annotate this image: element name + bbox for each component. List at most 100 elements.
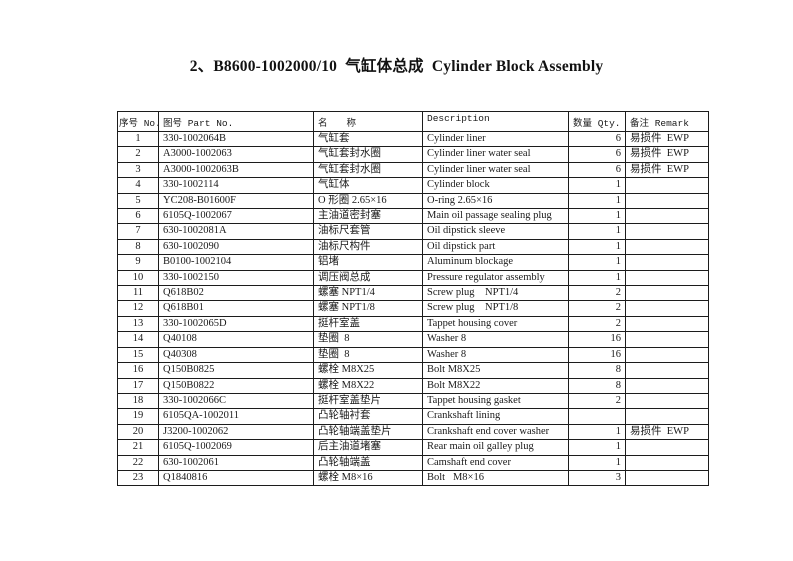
cell-qty: 2	[568, 315, 626, 333]
table-row: 8 630-1002090 油标尺构件 Oil dipstick part 1	[117, 238, 709, 256]
cell-remark: 易损件 EWP	[625, 423, 709, 441]
table-row: 23 Q1840816 螺栓 M8×16 Bolt M8×16 3	[117, 469, 709, 487]
cell-description: Tappet housing gasket	[422, 392, 569, 410]
cell-part-no: A3000-1002063	[158, 146, 314, 163]
cell-no: 19	[117, 408, 159, 425]
header-no: 序号 No.	[117, 111, 159, 132]
table-row: 17 Q150B0822 螺栓 M8X22 Bolt M8X22 8	[117, 377, 709, 394]
table-row: 10 330-1002150 调压阀总成 Pressure regulator ass…	[117, 269, 709, 287]
cell-part-no: Q618B01	[158, 300, 314, 317]
cell-name: 主油道密封塞	[313, 208, 423, 225]
cell-name: 气缸套	[313, 130, 423, 148]
cell-remark	[625, 300, 709, 317]
cell-part-no: YC208-B01600F	[158, 192, 314, 210]
cell-no: 3	[117, 161, 159, 179]
cell-remark	[625, 439, 709, 456]
cell-name: 垫圈 8	[313, 331, 423, 348]
cell-name: 垫圈 8	[313, 346, 423, 364]
cell-no: 6	[117, 208, 159, 225]
table-row: 11 Q618B02 螺塞 NPT1/4 Screw plug NPT1/4 2	[117, 285, 709, 302]
cell-description: Oil dipstick sleeve	[422, 223, 569, 240]
cell-part-no: Q40108	[158, 331, 314, 348]
cell-name: 螺栓 M8X25	[313, 362, 423, 379]
cell-description: Pressure regulator assembly	[422, 269, 569, 287]
cell-qty: 2	[568, 300, 626, 317]
cell-part-no: 330-1002066C	[158, 392, 314, 410]
cell-part-no: Q150B0822	[158, 377, 314, 394]
cell-qty: 16	[568, 346, 626, 364]
cell-qty: 16	[568, 331, 626, 348]
header-qty: 数量 Qty.	[568, 111, 626, 132]
cell-part-no: Q618B02	[158, 285, 314, 302]
cell-remark	[625, 223, 709, 240]
cell-qty: 1	[568, 208, 626, 225]
cell-no: 10	[117, 269, 159, 287]
cell-part-no: B0100-1002104	[158, 254, 314, 271]
cell-part-no: 330-1002150	[158, 269, 314, 287]
cell-remark: 易损件 EWP	[625, 146, 709, 163]
cell-part-no: 330-1002065D	[158, 315, 314, 333]
cell-remark	[625, 285, 709, 302]
cell-name: 气缸体	[313, 177, 423, 194]
page-title: 2、B8600-1002000/10 气缸体总成 Cylinder Block …	[189, 58, 604, 75]
cell-qty: 1	[568, 423, 626, 441]
cell-remark	[625, 208, 709, 225]
table-row: 5 YC208-B01600F O 形圈 2.65×16 O-ring 2.65×16…	[117, 192, 709, 210]
cell-name: 气缸套封水圈	[313, 146, 423, 163]
cell-part-no: 6105Q-1002069	[158, 439, 314, 456]
table-row: 2 A3000-1002063 气缸套封水圈 Cylinder liner water…	[117, 146, 709, 163]
table-row: 12 Q618B01 螺塞 NPT1/8 Screw plug NPT1/8 2	[117, 300, 709, 317]
table-row: 9 B0100-1002104 铝堵 Aluminum blockage 1	[117, 254, 709, 271]
cell-qty: 8	[568, 362, 626, 379]
cell-name: 气缸套封水圈	[313, 161, 423, 179]
cell-remark	[625, 177, 709, 194]
cell-name: 螺塞 NPT1/4	[313, 285, 423, 302]
cell-remark	[625, 269, 709, 287]
cell-no: 7	[117, 223, 159, 240]
cell-remark	[625, 454, 709, 471]
cell-no: 15	[117, 346, 159, 364]
cell-qty: 6	[568, 146, 626, 163]
cell-description: Aluminum blockage	[422, 254, 569, 271]
cell-description: Bolt M8×16	[422, 469, 569, 487]
cell-name: 油标尺套管	[313, 223, 423, 240]
cell-remark	[625, 377, 709, 394]
cell-part-no: 6105Q-1002067	[158, 208, 314, 225]
cell-no: 16	[117, 362, 159, 379]
cell-qty: 1	[568, 439, 626, 456]
cell-qty: 6	[568, 130, 626, 148]
table-row: 4 330-1002114 气缸体 Cylinder block 1	[117, 177, 709, 194]
cell-remark	[625, 192, 709, 210]
cell-no: 17	[117, 377, 159, 394]
cell-description: Cylinder liner water seal	[422, 146, 569, 163]
cell-description: Cylinder liner water seal	[422, 161, 569, 179]
table-row: 16 Q150B0825 螺栓 M8X25 Bolt M8X25 8	[117, 362, 709, 379]
table-row: 19 6105QA-1002011 凸轮轴衬套 Crankshaft lining	[117, 408, 709, 425]
cell-remark	[625, 408, 709, 425]
cell-name: 挺杆室盖	[313, 315, 423, 333]
cell-description: Bolt M8X25	[422, 362, 569, 379]
table-row: 13 330-1002065D 挺杆室盖 Tappet housing cover 2	[117, 315, 709, 333]
cell-name: O 形圈 2.65×16	[313, 192, 423, 210]
cell-name: 凸轮轴端盖垫片	[313, 423, 423, 441]
cell-part-no: J3200-1002062	[158, 423, 314, 441]
table-row: 6 6105Q-1002067 主油道密封塞 Main oil passage sea…	[117, 208, 709, 225]
cell-qty: 1	[568, 238, 626, 256]
cell-no: 21	[117, 439, 159, 456]
cell-name: 螺栓 M8×16	[313, 469, 423, 487]
cell-description: Crankshaft end cover washer	[422, 423, 569, 441]
cell-part-no: 330-1002114	[158, 177, 314, 194]
cell-no: 20	[117, 423, 159, 441]
cell-qty: 6	[568, 161, 626, 179]
cell-no: 11	[117, 285, 159, 302]
cell-description: Screw plug NPT1/8	[422, 300, 569, 317]
cell-remark	[625, 362, 709, 379]
cell-qty	[568, 408, 626, 425]
cell-description: Washer 8	[422, 346, 569, 364]
cell-description: Cylinder liner	[422, 130, 569, 148]
parts-table-header: 序号 No. 图号 Part No. 名 称 Description 数量 Qt…	[117, 111, 709, 132]
parts-table-body: 1 330-1002064B 气缸套 Cylinder liner 6 易损件 EWP 2 A…	[117, 130, 709, 487]
table-row: 18 330-1002066C 挺杆室盖垫片 Tappet housing gaske…	[117, 392, 709, 410]
header-description: Description	[422, 111, 569, 132]
